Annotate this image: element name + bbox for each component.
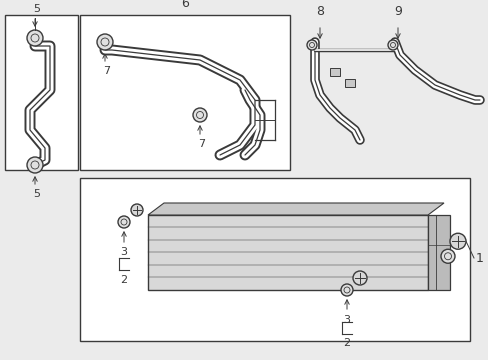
Text: 3: 3	[120, 247, 127, 257]
Circle shape	[440, 249, 454, 263]
Circle shape	[131, 204, 142, 216]
Circle shape	[27, 157, 43, 173]
Circle shape	[387, 40, 397, 50]
Text: 5: 5	[34, 4, 41, 14]
Polygon shape	[148, 203, 443, 215]
Text: 6: 6	[181, 0, 188, 10]
Text: 5: 5	[34, 189, 41, 199]
Bar	[427, 215, 449, 290]
Circle shape	[27, 30, 43, 46]
Circle shape	[97, 34, 113, 50]
Text: 7: 7	[198, 139, 205, 149]
Text: 3: 3	[343, 315, 350, 325]
Text: 7: 7	[103, 66, 110, 76]
Text: 2: 2	[343, 338, 350, 348]
Bar	[148, 215, 427, 290]
Text: 8: 8	[315, 5, 324, 18]
Text: 1: 1	[475, 252, 483, 265]
Bar	[80, 178, 469, 341]
Circle shape	[118, 216, 130, 228]
Circle shape	[340, 284, 352, 296]
Bar	[329, 68, 339, 76]
Bar	[80, 15, 289, 170]
Text: 2: 2	[120, 275, 127, 285]
Circle shape	[306, 40, 316, 50]
Circle shape	[352, 271, 366, 285]
Bar	[345, 79, 354, 87]
Circle shape	[449, 233, 465, 249]
Text: 9: 9	[393, 5, 401, 18]
Bar	[5, 15, 78, 170]
Circle shape	[193, 108, 206, 122]
